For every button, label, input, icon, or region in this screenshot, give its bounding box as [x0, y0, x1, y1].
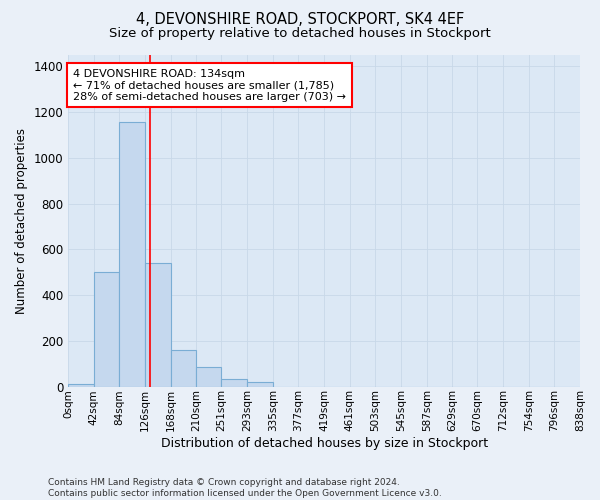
- Bar: [221, 378, 247, 386]
- Bar: [94, 272, 119, 386]
- Bar: [145, 263, 171, 386]
- Text: 4, DEVONSHIRE ROAD, STOCKPORT, SK4 4EF: 4, DEVONSHIRE ROAD, STOCKPORT, SK4 4EF: [136, 12, 464, 28]
- Bar: [119, 122, 145, 386]
- Text: Size of property relative to detached houses in Stockport: Size of property relative to detached ho…: [109, 28, 491, 40]
- Bar: [68, 384, 94, 386]
- Y-axis label: Number of detached properties: Number of detached properties: [15, 128, 28, 314]
- Bar: [247, 382, 273, 386]
- Bar: [196, 367, 221, 386]
- Text: Contains HM Land Registry data © Crown copyright and database right 2024.
Contai: Contains HM Land Registry data © Crown c…: [48, 478, 442, 498]
- Text: 4 DEVONSHIRE ROAD: 134sqm
← 71% of detached houses are smaller (1,785)
28% of se: 4 DEVONSHIRE ROAD: 134sqm ← 71% of detac…: [73, 68, 346, 102]
- Bar: [171, 350, 196, 387]
- X-axis label: Distribution of detached houses by size in Stockport: Distribution of detached houses by size …: [161, 437, 488, 450]
